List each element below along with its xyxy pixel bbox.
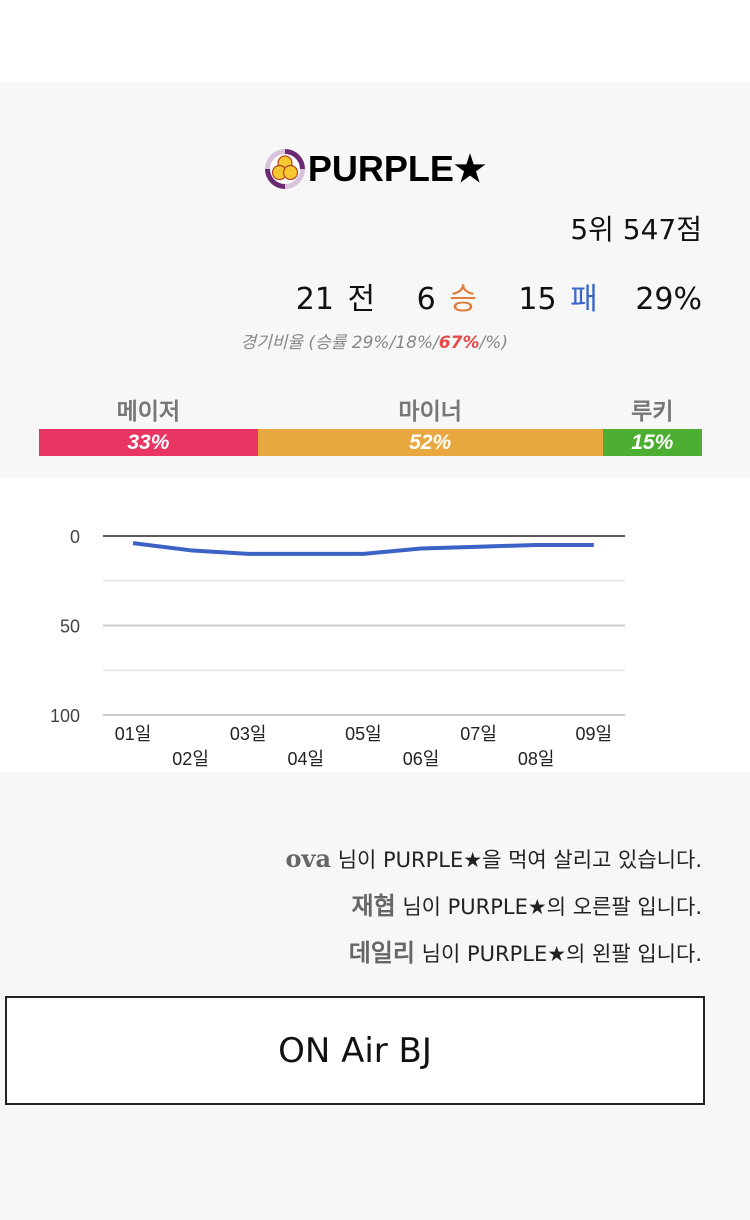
x-tick-label: 07일 xyxy=(460,724,497,744)
ratio-prefix: 경기비율 (승률 29%/18%/ xyxy=(240,333,439,353)
tier-label-major: 메이저 xyxy=(116,399,181,425)
tier-label-minor: 마이너 xyxy=(398,399,462,425)
member-name: 재협 xyxy=(351,892,396,920)
on-air-bj-button[interactable]: ON Air BJ xyxy=(5,996,705,1105)
y-tick-label: 50 xyxy=(60,617,80,637)
wins-count: 6 xyxy=(416,282,436,317)
wins-label: 승 xyxy=(449,282,477,317)
tier-labels: 메이저 마이너 루키 xyxy=(39,392,702,425)
series-line xyxy=(132,541,594,556)
tier-segment-minor: 52% xyxy=(257,429,603,456)
x-tick-label: 03일 xyxy=(230,724,267,744)
x-tick-label: 09일 xyxy=(576,724,613,744)
message-line: ova 님이 PURPLE★을 먹여 살리고 있습니다. xyxy=(286,836,703,883)
team-logo-icon xyxy=(264,149,305,189)
games-count: 21 xyxy=(295,282,334,317)
message-line: 데일리 님이 PURPLE★의 왼팔 입니다. xyxy=(286,930,702,977)
record: 21 전 6 승 15 패 29% xyxy=(292,274,702,318)
y-tick-label: 100 xyxy=(50,706,80,726)
losses-count: 15 xyxy=(518,282,557,317)
member-name: ova xyxy=(285,844,332,873)
message-line: 재협 님이 PURPLE★의 오른팔 입니다. xyxy=(286,883,702,930)
x-tick-label: 08일 xyxy=(518,749,555,769)
message-text: 님이 PURPLE★의 왼팔 입니다. xyxy=(414,942,702,966)
rank-line-chart: 0 50 100 01일 02일 03일 04일 05일 06일 07일 08일 09일 xyxy=(50,527,625,769)
member-name: 데일리 xyxy=(348,939,415,967)
tier-segment-major: 33% xyxy=(39,429,258,456)
team-name: PURPLE★ xyxy=(307,148,487,189)
y-tick-label: 0 xyxy=(70,527,80,547)
losses-label: 패 xyxy=(570,282,598,317)
x-tick-label: 02일 xyxy=(172,749,209,769)
contributor-messages: ova 님이 PURPLE★을 먹여 살리고 있습니다. 재협 님이 PURPL… xyxy=(286,836,703,977)
message-text: 님이 PURPLE★을 먹여 살리고 있습니다. xyxy=(331,848,702,872)
x-tick-label: 01일 xyxy=(115,724,152,744)
win-rate: 29% xyxy=(635,282,702,317)
rank-score: 5위 547점 xyxy=(570,213,702,246)
tier-segment-rookie: 15% xyxy=(602,429,702,456)
x-tick-label: 06일 xyxy=(403,749,440,769)
ratio-suffix: /%) xyxy=(479,333,508,353)
tier-ratio-bar: 33% 52% 15% xyxy=(39,429,702,456)
tier-label-rookie: 루키 xyxy=(631,399,674,425)
x-tick-label: 05일 xyxy=(345,724,382,744)
top-bar xyxy=(0,0,750,82)
games-label: 전 xyxy=(347,282,376,317)
ratio-highlight: 67% xyxy=(438,333,480,353)
message-text: 님이 PURPLE★의 오른팔 입니다. xyxy=(395,895,702,919)
game-ratio: 경기비율 (승률 29%/18%/67%/%) xyxy=(240,328,508,353)
rank-chart: 0 50 100 01일 02일 03일 04일 05일 06일 07일 08일 09일 xyxy=(0,478,750,772)
x-tick-label: 04일 xyxy=(288,749,325,769)
team-header: PURPLE★ xyxy=(0,148,750,190)
